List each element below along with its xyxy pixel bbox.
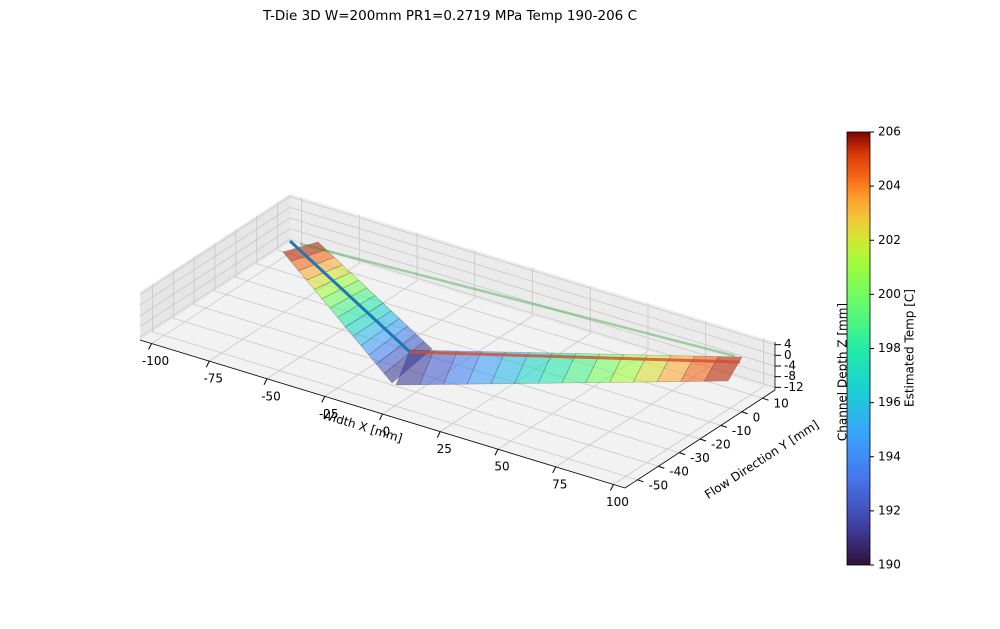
grid-line (173, 317, 659, 467)
x-tick (552, 466, 557, 474)
grid-line (289, 217, 776, 367)
axis-line (624, 389, 776, 489)
x-tick-label: 50 (494, 460, 509, 474)
x-tick (205, 360, 210, 368)
x-tick-label: -75 (203, 372, 223, 386)
z-tick-label: -4 (784, 359, 796, 373)
z-tick-label: 4 (784, 337, 792, 351)
x-tick-label: -50 (261, 389, 281, 403)
colorbar-tick-label: 200 (878, 287, 901, 301)
colorbar-tick-label: 192 (878, 503, 901, 517)
y-tick (720, 424, 727, 428)
y-tick (637, 479, 644, 483)
colorbar-ticks: 190 192 194 196 198 200 202 204 206 (870, 125, 901, 572)
x-tick-label: 100 (606, 495, 629, 509)
surface (282, 239, 743, 386)
grid-line (139, 196, 291, 296)
colorbar-tick-label: 206 (878, 125, 901, 139)
grid-line (289, 228, 776, 378)
x-tick-label: 75 (552, 477, 567, 491)
colorbar-tick-label: 196 (878, 395, 901, 409)
x-tick-label: 0 (383, 425, 391, 439)
z-axis-label: Channel Depth Z [mm] (836, 303, 850, 441)
colorbar-tick-label: 190 (878, 558, 901, 572)
x-tick-label: 25 (437, 442, 452, 456)
chart-title: T-Die 3D W=200mm PR1=0.2719 MPa Temp 190… (262, 8, 637, 24)
x-tick (379, 413, 383, 421)
z-tick-label: -12 (784, 380, 804, 394)
y-tick-label: 10 (774, 397, 789, 411)
surface-patch (395, 349, 435, 386)
y-tick-label: -10 (732, 424, 752, 438)
colorbar (846, 131, 871, 566)
colorbar-label: Estimated Temp [C] (903, 289, 917, 407)
grid-line (289, 196, 776, 346)
grid-line (139, 217, 291, 317)
x-tick-label: -100 (142, 354, 169, 368)
y-tick (699, 438, 707, 442)
x-tick (148, 343, 152, 350)
grid-line (139, 228, 291, 328)
y-tick-label: -30 (690, 451, 710, 465)
grid-line (139, 238, 291, 338)
z-tick-label: -8 (784, 369, 796, 383)
centerline (299, 242, 736, 358)
grid-line (139, 206, 291, 306)
centerline (288, 239, 412, 354)
y-axis-label: Flow Direction Y [mm] (702, 417, 821, 501)
y-tick-label: -40 (669, 465, 689, 479)
y-tick (741, 411, 748, 415)
x-tick-label: -25 (319, 407, 339, 421)
colorbar-tick-label: 202 (878, 233, 901, 247)
z-tick-label: 0 (784, 348, 792, 362)
grid-line (289, 206, 776, 356)
grid-line (152, 331, 638, 481)
colorbar-tick-label: 198 (878, 341, 901, 355)
y-tick-label: 0 (753, 410, 761, 424)
y-tick (658, 465, 665, 469)
colorbar-tick-label: 194 (878, 449, 901, 463)
y-tick-label: -50 (649, 478, 669, 492)
colorbar-tick-label: 204 (878, 179, 901, 193)
x-tick (321, 396, 326, 403)
axis-line (139, 339, 626, 489)
centerline (409, 350, 741, 364)
y-tick (762, 397, 769, 401)
tick-labels: -100-75-50-250255075100-50-40-30-20-1001… (142, 337, 804, 509)
x-tick (263, 378, 268, 385)
x-tick (494, 449, 499, 456)
y-tick (679, 452, 686, 456)
x-tick (436, 431, 441, 438)
x-tick (610, 484, 614, 491)
grid-line (235, 277, 721, 426)
y-tick-label: -20 (711, 438, 731, 452)
